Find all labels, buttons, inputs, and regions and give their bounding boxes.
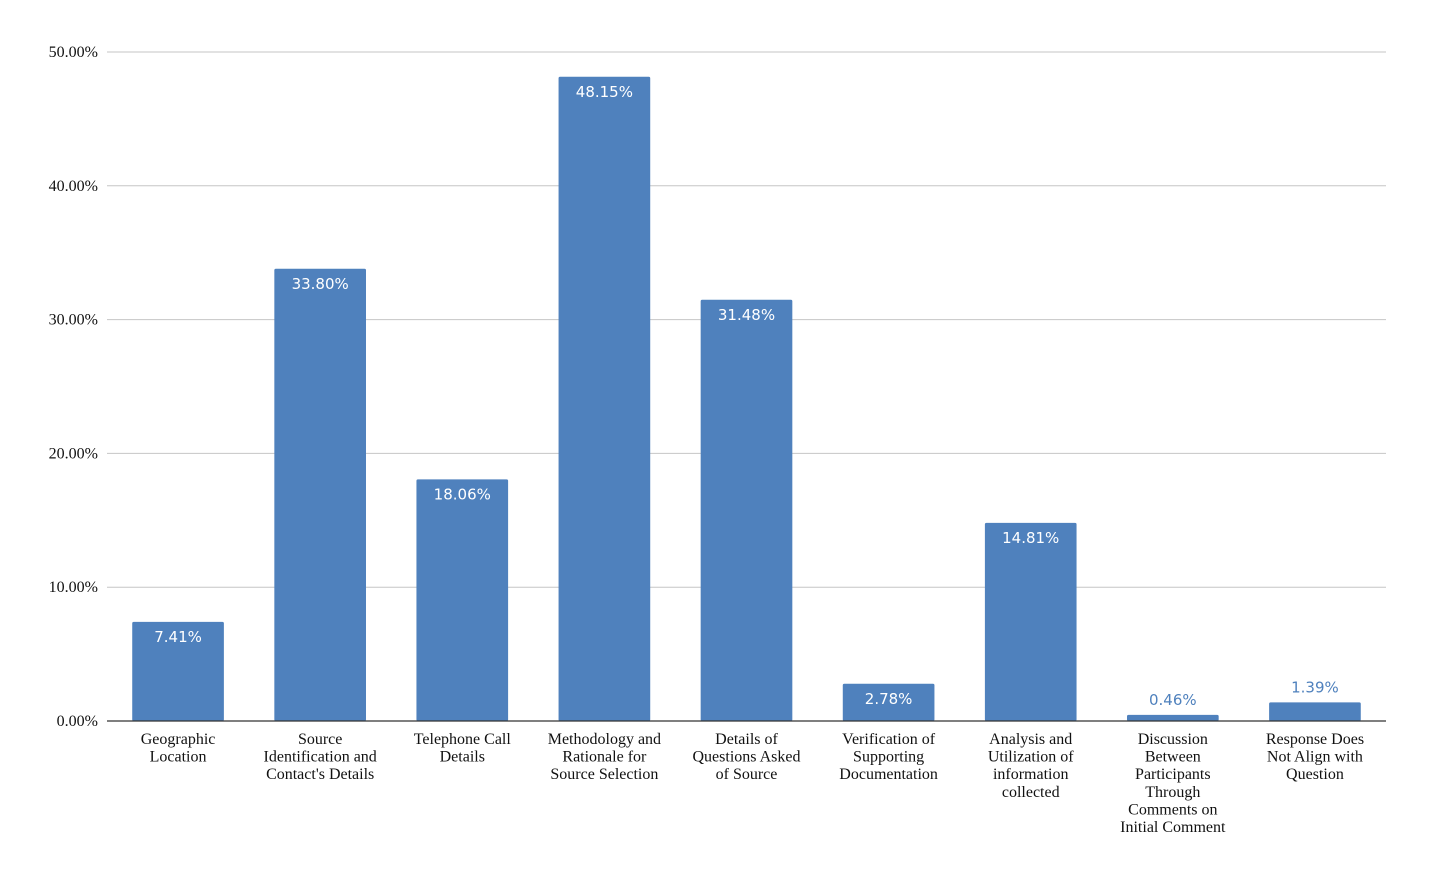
x-tick-label-line: Details — [440, 749, 485, 766]
bar — [558, 76, 651, 722]
x-tick-label-line: Methodology and — [548, 731, 661, 748]
x-tick-label-line: Comments on — [1128, 801, 1217, 818]
x-tick-label-line: Source — [298, 731, 342, 748]
bar — [274, 268, 366, 721]
x-tick-label-line: Analysis and — [989, 731, 1072, 748]
x-tick-label-line: Questions Asked — [693, 749, 801, 766]
x-tick-label: Source Identification and Contact's Detail… — [264, 731, 377, 783]
y-tick-label: 10.00% — [49, 579, 98, 596]
x-tick-label-line: Through — [1145, 784, 1200, 801]
x-tick-label: Methodology and Rationale for Source Selec… — [548, 731, 661, 783]
x-tick-label-line: Response Does — [1266, 731, 1364, 748]
x-tick-label-line: Rationale for — [562, 749, 647, 766]
data-label: 18.06% — [434, 485, 491, 503]
bar — [1127, 714, 1219, 721]
x-tick-label-line: Identification and — [264, 749, 377, 766]
y-tick-label: 30.00% — [49, 312, 98, 329]
data-label: 0.46% — [1149, 691, 1197, 709]
y-tick-label: 40.00% — [49, 178, 98, 195]
x-tick-label-line: Source Selection — [550, 766, 658, 783]
x-tick-label: Discussion Between Participants Through Comm… — [1120, 731, 1226, 836]
y-tick-label: 20.00% — [49, 445, 98, 462]
x-tick-label-line: Utilization of — [988, 749, 1074, 766]
bar — [416, 479, 509, 721]
data-label: 31.48% — [718, 306, 775, 324]
x-tick-label-line: Initial Comment — [1120, 819, 1226, 836]
bar — [842, 683, 935, 721]
x-tick-label-line: Not Align with — [1267, 749, 1363, 766]
x-tick-label-line: Question — [1286, 766, 1344, 783]
x-tick-label-line: Supporting — [853, 749, 924, 766]
bar — [132, 621, 224, 721]
data-label: 2.78% — [865, 690, 913, 708]
data-label: 7.41% — [154, 628, 202, 646]
data-label: 48.15% — [576, 83, 633, 101]
x-tick-label-line: Contact's Details — [266, 766, 374, 783]
x-tick-label-line: Participants — [1135, 766, 1211, 783]
data-labels: 7.41% 33.80% 18.06% 48.15% 31.48% 2.78% 14.81%… — [154, 83, 1339, 709]
x-tick-label-line: Discussion — [1138, 731, 1208, 748]
x-tick-label-line: Telephone Call — [414, 731, 512, 748]
x-tick-label: Geographic Location — [141, 731, 216, 766]
x-tick-label-line: information — [993, 766, 1069, 783]
bar — [700, 299, 793, 721]
y-tick-label: 50.00% — [49, 44, 98, 61]
x-tick-label: Analysis and Utilization of information col… — [988, 731, 1074, 801]
x-tick-label-line: Geographic — [141, 731, 216, 748]
y-tick-label: 0.00% — [57, 713, 98, 730]
bar — [984, 522, 1077, 721]
bars — [132, 76, 1361, 722]
x-tick-label-line: collected — [1002, 784, 1060, 801]
x-axis-ticks: Geographic Location Source Identification a… — [141, 731, 1364, 836]
data-label: 1.39% — [1291, 678, 1339, 696]
data-label: 33.80% — [292, 275, 349, 293]
x-tick-label-line: Documentation — [839, 766, 938, 783]
x-tick-label-line: Location — [150, 749, 207, 766]
y-axis-ticks: 0.00% 10.00% 20.00% 30.00% 40.00% 50.00% — [49, 44, 98, 730]
x-tick-label-line: Between — [1145, 749, 1201, 766]
data-label: 14.81% — [1002, 529, 1059, 547]
x-tick-label: Telephone Call Details — [414, 731, 512, 766]
x-tick-label-line: Details of — [715, 731, 778, 748]
x-tick-label-line: Verification of — [842, 731, 936, 748]
x-tick-label: Details of Questions Asked of Source — [693, 731, 801, 783]
x-tick-label: Response Does Not Align with Question — [1266, 731, 1364, 783]
x-tick-label-line: of Source — [716, 766, 778, 783]
x-tick-label: Verification of Supporting Documentation — [839, 731, 938, 783]
bar — [1269, 702, 1361, 721]
